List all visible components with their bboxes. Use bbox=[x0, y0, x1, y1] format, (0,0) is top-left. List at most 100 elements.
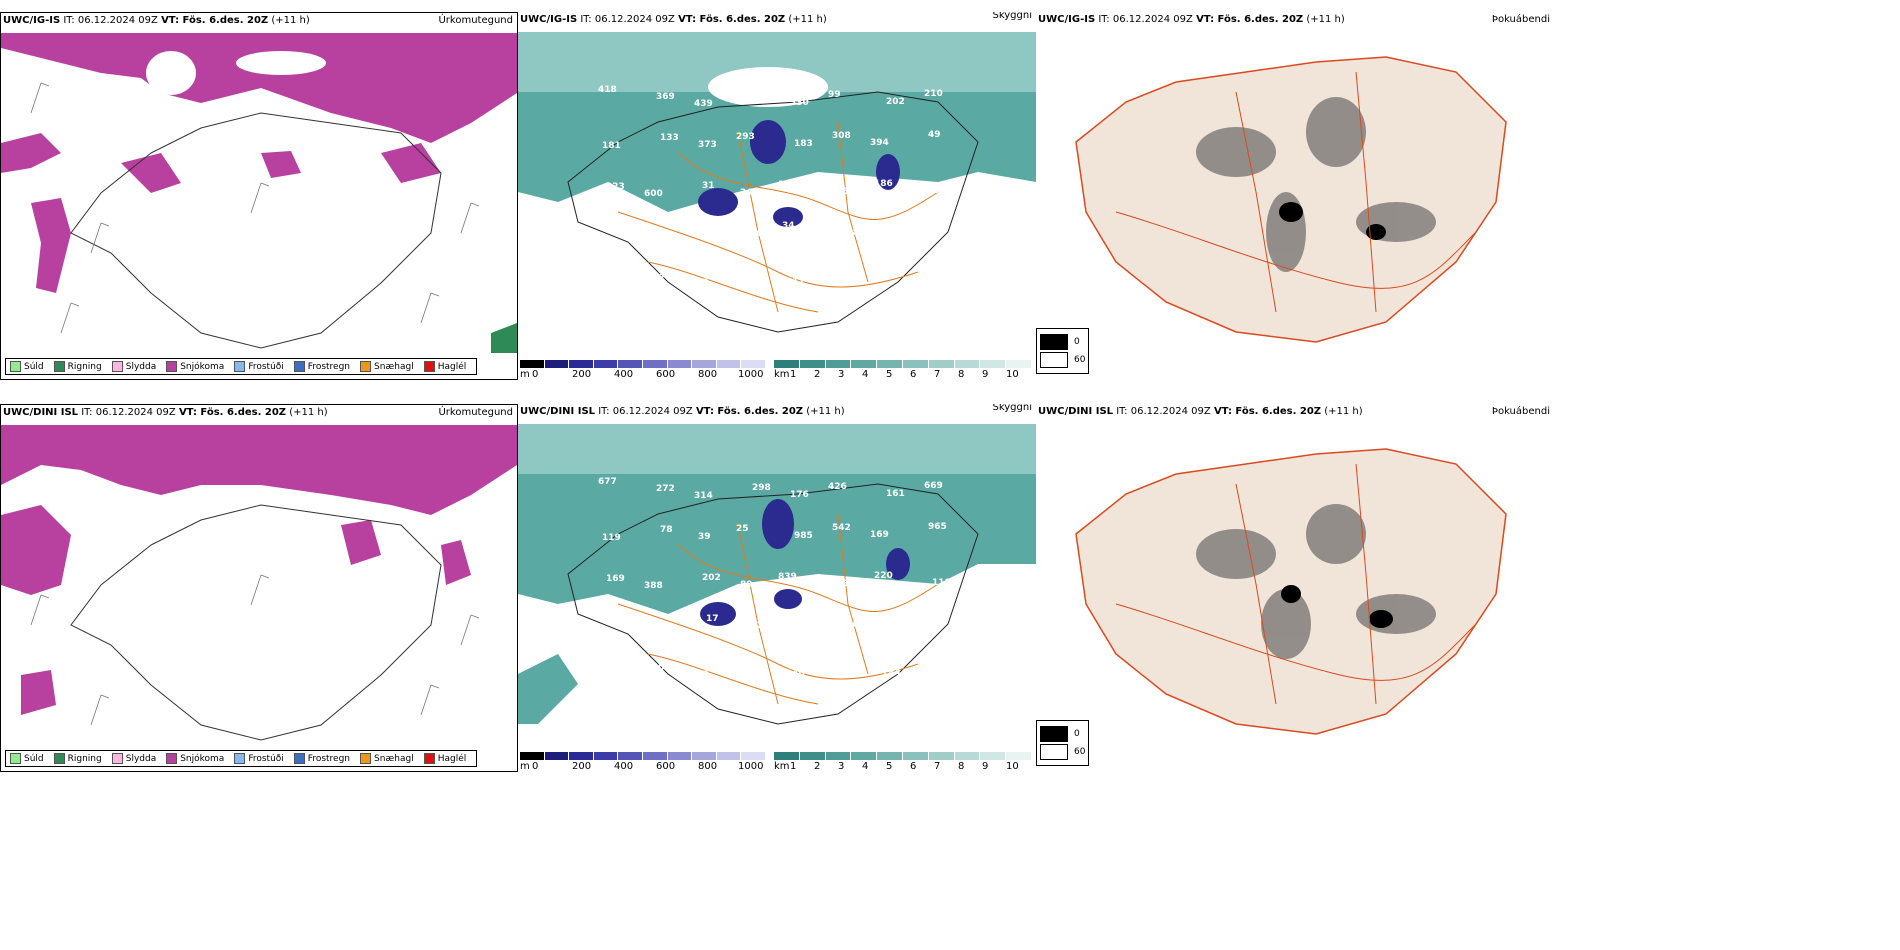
precip-legend: Súld Rigning Slydda Snjókoma Frostúði Fr… bbox=[5, 358, 478, 375]
peak-label: 265 bbox=[932, 186, 951, 196]
precip-map bbox=[1, 33, 517, 353]
colorbar-cell bbox=[774, 752, 800, 760]
peak-label: 119 bbox=[602, 533, 621, 543]
snow-area bbox=[1, 33, 517, 143]
snow-area bbox=[261, 151, 301, 178]
colorbar-cell bbox=[774, 360, 800, 368]
snow-area bbox=[1, 133, 61, 173]
peak-label: 119 bbox=[878, 612, 897, 622]
peak-label: 159 bbox=[836, 187, 855, 197]
peak-label: 745 bbox=[610, 223, 629, 233]
legend-item: Slydda bbox=[111, 361, 156, 372]
colorbar-cell bbox=[642, 360, 668, 368]
colorbar-cell bbox=[980, 360, 1007, 368]
colorbar-cell bbox=[618, 752, 643, 760]
panel-title: Þokuábendi bbox=[1491, 406, 1550, 417]
init-time: IT: 06.12.2024 09Z bbox=[63, 15, 158, 26]
ceiling-ticks: m 0 200 400 600 800 1000 bbox=[520, 761, 764, 772]
peak-label: 145 bbox=[778, 180, 797, 190]
peak-label: 343 bbox=[648, 230, 667, 240]
legend-swatch bbox=[111, 361, 123, 372]
colorbar-cell bbox=[1006, 360, 1032, 368]
peak-label: 49 bbox=[928, 130, 941, 140]
peak-label: 330 bbox=[790, 98, 809, 108]
legend-swatch bbox=[423, 361, 435, 372]
peak-label: 985 bbox=[794, 531, 813, 541]
iceland-outline bbox=[70, 112, 442, 349]
colorbar-cell bbox=[851, 752, 878, 760]
peak-label: 965 bbox=[928, 522, 947, 532]
legend-swatch bbox=[166, 361, 178, 372]
visibility-colorbar bbox=[774, 752, 1032, 760]
peak-label: 542 bbox=[832, 523, 851, 533]
peak-label: 312 bbox=[786, 277, 805, 287]
peak-label: 78 bbox=[748, 662, 761, 672]
fog-panel-1: UWC/IG-IS IT: 06.12.2024 09Z VT: Fös. 6.… bbox=[1036, 12, 1900, 380]
peak-label: 298 bbox=[752, 483, 771, 493]
precip-legend: Súld Rigning Slydda Snjókoma Frostúði Fr… bbox=[5, 750, 478, 767]
legend-swatch bbox=[10, 361, 21, 372]
peak-label: 174 bbox=[782, 613, 801, 623]
visibility-ticks: km 1 2 3 4 5 6 7 8 9 10 bbox=[774, 369, 1019, 380]
peak-label: 516 bbox=[614, 671, 633, 681]
peak-label: 169 bbox=[606, 574, 625, 584]
colorbar-cell bbox=[520, 752, 545, 760]
colorbar-cell bbox=[593, 360, 619, 368]
fog-panel-2: UWC/DINI ISL IT: 06.12.2024 09Z VT: Fös.… bbox=[1036, 404, 1900, 772]
peak-label: 418 bbox=[598, 85, 617, 95]
panel-title: Þokuábendi bbox=[1491, 14, 1550, 25]
legend-item: Frostregn bbox=[293, 753, 350, 764]
panel-title: Skyggni bbox=[992, 12, 1032, 21]
peak-label: 202 bbox=[886, 97, 905, 107]
panel-header: UWC/IG-IS IT: 06.12.2024 09Z VT: Fös. 6.… bbox=[1038, 14, 1345, 25]
fog-legend-row: 0 bbox=[1040, 334, 1085, 350]
colorbar-cell bbox=[928, 360, 955, 368]
clear-patch bbox=[146, 51, 196, 95]
colorbar-cell bbox=[741, 360, 766, 368]
peak-label: 220 bbox=[874, 571, 893, 581]
peak-label: 176 bbox=[790, 490, 809, 500]
colorbar-cell bbox=[1006, 752, 1032, 760]
legend-item: Rigning bbox=[53, 753, 102, 764]
ceiling-ticks: m 0 200 400 600 800 1000 bbox=[520, 369, 764, 380]
peak-label: 152 bbox=[744, 621, 763, 631]
peak-label: 137 bbox=[652, 271, 671, 281]
fog-legend: 0 60 bbox=[1036, 720, 1090, 766]
wind-barbs bbox=[30, 82, 480, 334]
visibility-colorbar bbox=[774, 360, 1032, 368]
visibility-ticks: km 1 2 3 4 5 6 7 8 9 10 bbox=[774, 761, 1019, 772]
peak-label: 839 bbox=[778, 572, 797, 582]
panel-title: Úrkomutegund bbox=[438, 407, 513, 418]
fog-legend-row: 0 bbox=[1040, 726, 1085, 742]
peak-label: 369 bbox=[690, 278, 709, 288]
colorbar-cell bbox=[825, 360, 852, 368]
model-name: UWC/IG-IS bbox=[3, 15, 61, 26]
peak-label: 32 bbox=[824, 269, 837, 279]
panel-header: UWC/DINI ISL IT: 06.12.2024 09Z VT: Fös.… bbox=[1038, 406, 1363, 417]
peak-label: 195 bbox=[916, 227, 935, 237]
panel-header: UWC/DINI ISL IT: 06.12.2024 09Z VT: Fös.… bbox=[520, 406, 845, 417]
peak-label: 298 bbox=[878, 220, 897, 230]
colorbar-cell bbox=[520, 360, 545, 368]
peak-label: 373 bbox=[698, 140, 717, 150]
peak-label: 513 bbox=[916, 619, 935, 629]
legend-item: Haglél bbox=[423, 361, 466, 372]
peak-label: 394 bbox=[870, 138, 889, 148]
legend-swatch bbox=[53, 361, 65, 372]
peak-label: 369 bbox=[656, 92, 675, 102]
peak-label: 209 bbox=[824, 661, 843, 671]
fog-legend: 0 60 bbox=[1036, 328, 1090, 374]
colorbar-cell bbox=[902, 360, 929, 368]
peak-labels: 677 272 314 298 176 426 161 669 119 78 39 25 985 542 1… bbox=[598, 477, 951, 681]
peak-label: 426 bbox=[828, 482, 847, 492]
colorbar-cell bbox=[980, 752, 1007, 760]
colorbar-cell bbox=[902, 752, 929, 760]
peak-label: 677 bbox=[598, 477, 617, 487]
colorbar-cell bbox=[799, 360, 826, 368]
colorbar-cell bbox=[667, 360, 693, 368]
fog-map bbox=[1075, 448, 1507, 735]
peak-label: 133 bbox=[660, 133, 679, 143]
peak-label: 78 bbox=[660, 525, 673, 535]
colorbar-cell bbox=[851, 360, 878, 368]
snow-area bbox=[31, 198, 71, 293]
